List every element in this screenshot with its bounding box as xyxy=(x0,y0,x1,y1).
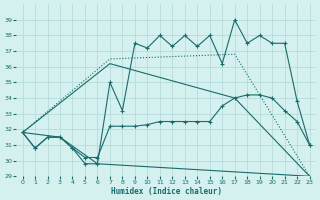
X-axis label: Humidex (Indice chaleur): Humidex (Indice chaleur) xyxy=(111,187,221,196)
